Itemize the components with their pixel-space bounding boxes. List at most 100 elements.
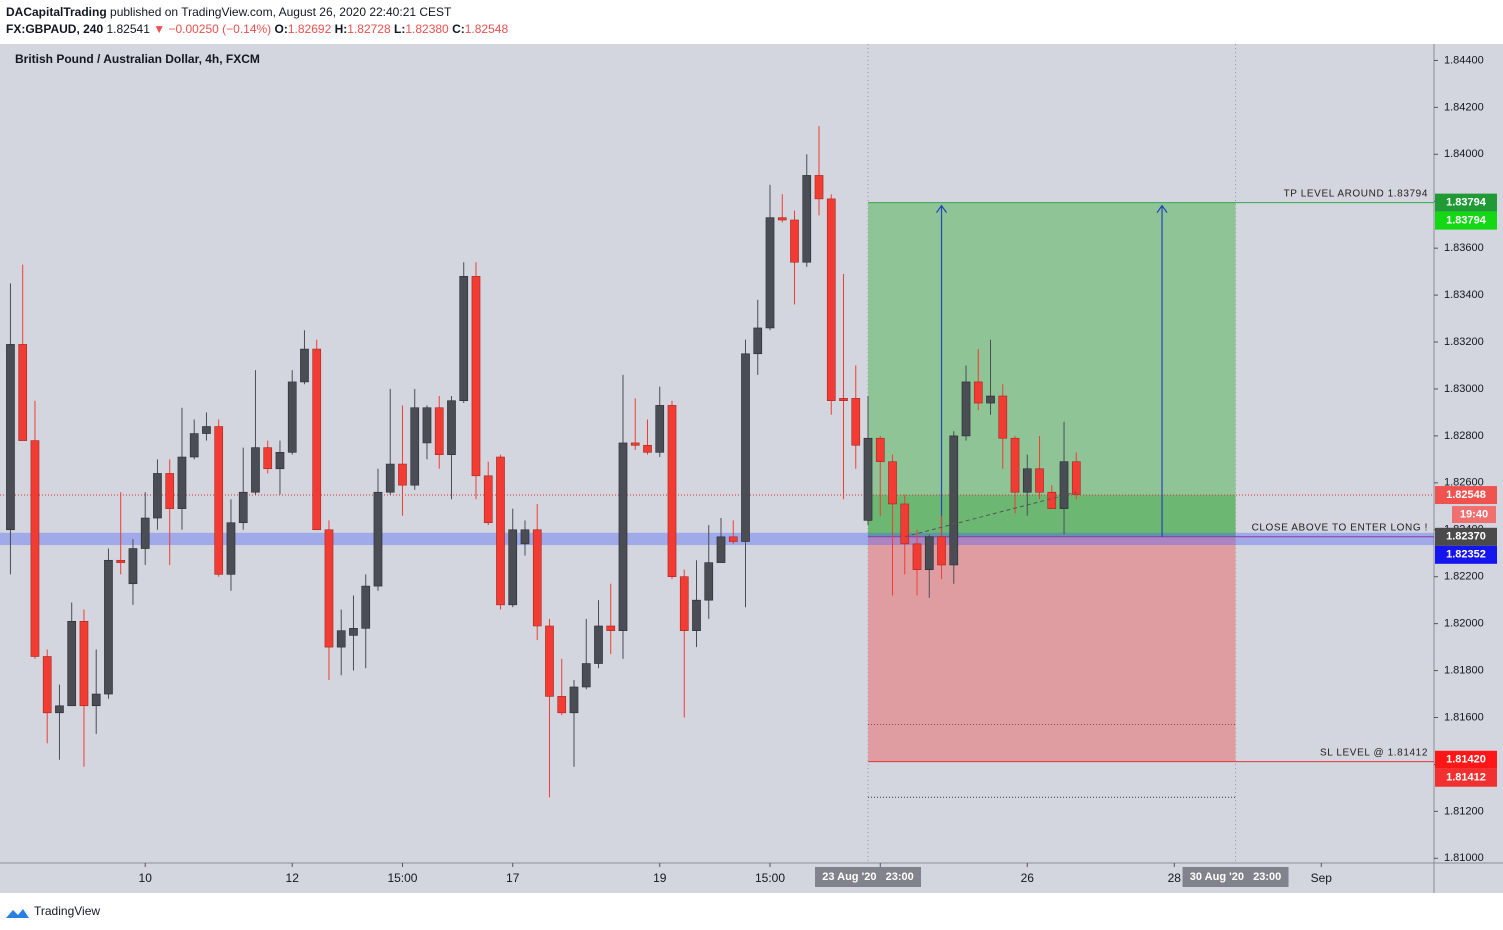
profit-zone — [868, 202, 1236, 537]
y-tick-label: 1.83200 — [1444, 336, 1484, 348]
y-tick-label: 1.81000 — [1444, 852, 1484, 864]
author: DACapitalTrading — [6, 5, 107, 19]
candle-body — [238, 491, 248, 524]
candle-body — [581, 663, 591, 688]
candle-body — [214, 426, 224, 575]
candle-body — [42, 656, 52, 714]
y-tick-label: 1.83600 — [1444, 242, 1484, 254]
arrow-head — [1156, 204, 1168, 213]
candle-body — [618, 442, 628, 631]
candle-body — [336, 630, 346, 648]
candle-body — [508, 529, 518, 606]
ohlc-value: 1.82548 — [464, 22, 509, 36]
x-tick-label: 10 — [139, 871, 153, 885]
price-label-box — [1435, 750, 1497, 769]
candle-body — [802, 175, 812, 263]
y-tick-label: 1.82000 — [1444, 618, 1484, 630]
candle-body — [973, 381, 983, 404]
candle-body — [863, 437, 873, 521]
candle-body — [520, 529, 530, 545]
plot-layer: 1.844001.842001.840001.838001.836001.834… — [0, 44, 1497, 887]
candle-body — [741, 353, 750, 542]
price-label-box — [1435, 211, 1497, 230]
x-tick-label: 28 — [1168, 871, 1182, 885]
candle-body — [300, 348, 309, 383]
chart-title: British Pound / Australian Dollar, 4h, F… — [15, 52, 260, 66]
y-tick-label: 1.83000 — [1444, 383, 1484, 395]
price: 1.82541 — [106, 22, 150, 36]
price-label-box — [1435, 193, 1497, 212]
candle-body — [728, 536, 738, 542]
y-tick-label: 1.84400 — [1444, 54, 1484, 66]
header-line-1: DACapitalTrading published on TradingVie… — [6, 5, 451, 19]
candle-body — [765, 217, 775, 329]
level-annotation: SL LEVEL @ 1.81412 — [1320, 747, 1428, 758]
candle-body — [826, 198, 836, 401]
price-label: 1.81412 — [1446, 772, 1486, 784]
change: ▼ −0.00250 (−0.14%) — [153, 22, 272, 36]
candle-body — [459, 276, 469, 401]
candle-body — [875, 437, 885, 463]
candle-body — [790, 219, 799, 263]
level-annotation: CLOSE ABOVE TO ENTER LONG ! — [1252, 522, 1428, 533]
candle-body — [692, 599, 701, 631]
candle-body — [189, 433, 199, 458]
candle-body — [324, 529, 334, 648]
price-label-box — [1435, 768, 1497, 787]
candle-body — [116, 559, 126, 563]
candle-body — [349, 628, 358, 636]
range-label-box — [815, 867, 922, 887]
price-label: 1.83794 — [1446, 197, 1487, 209]
candle-body — [655, 405, 665, 453]
candle-body — [667, 405, 677, 578]
candle-body — [55, 705, 64, 714]
candle-body — [704, 562, 714, 601]
candle-body — [630, 442, 640, 446]
candle-body — [937, 536, 946, 566]
price-label-box — [1435, 486, 1497, 505]
price-label: 1.82352 — [1446, 549, 1486, 561]
candle-body — [1059, 461, 1069, 509]
trendline — [904, 491, 1077, 538]
candle-body — [606, 625, 616, 631]
candle-body — [140, 517, 150, 549]
ohlc-key: O: — [274, 22, 288, 36]
candle-body — [679, 576, 689, 631]
y-tick-label: 1.81600 — [1444, 711, 1484, 723]
candle-body — [569, 686, 579, 714]
candle-body — [104, 559, 113, 695]
candle-body — [79, 620, 89, 707]
candle-body — [361, 585, 371, 629]
range-label: 30 Aug '20 23:00 — [1190, 871, 1281, 883]
ohlc-key: L: — [394, 22, 406, 36]
candle-body — [471, 276, 481, 477]
price-label: 1.82548 — [1446, 489, 1486, 501]
price-label: 1.83794 — [1446, 215, 1487, 227]
ohlc-value: 1.82380 — [405, 22, 449, 36]
candle-body — [1071, 461, 1081, 495]
candle-body — [202, 426, 211, 434]
footer-logo: TradingView — [6, 904, 100, 918]
y-tick-label: 1.83400 — [1444, 289, 1484, 301]
candle-body — [447, 400, 456, 455]
candle-body — [753, 327, 763, 355]
candle-body — [287, 381, 297, 453]
range-label-box — [1182, 867, 1289, 887]
candle-body — [1035, 468, 1044, 493]
candle-body — [6, 344, 15, 531]
candle-body — [1047, 491, 1057, 509]
candle-body — [128, 548, 138, 585]
price-label: 1.82370 — [1446, 531, 1486, 543]
candle-body — [998, 395, 1008, 439]
candle-body — [153, 473, 162, 519]
candle-body — [91, 693, 101, 707]
candle-body — [422, 407, 432, 444]
ohlc-key: C: — [452, 22, 465, 36]
candle-body — [643, 444, 652, 453]
price-label-box — [1435, 527, 1497, 546]
candle-body — [716, 536, 726, 563]
candle-body — [483, 475, 493, 524]
candle-body — [275, 452, 285, 470]
